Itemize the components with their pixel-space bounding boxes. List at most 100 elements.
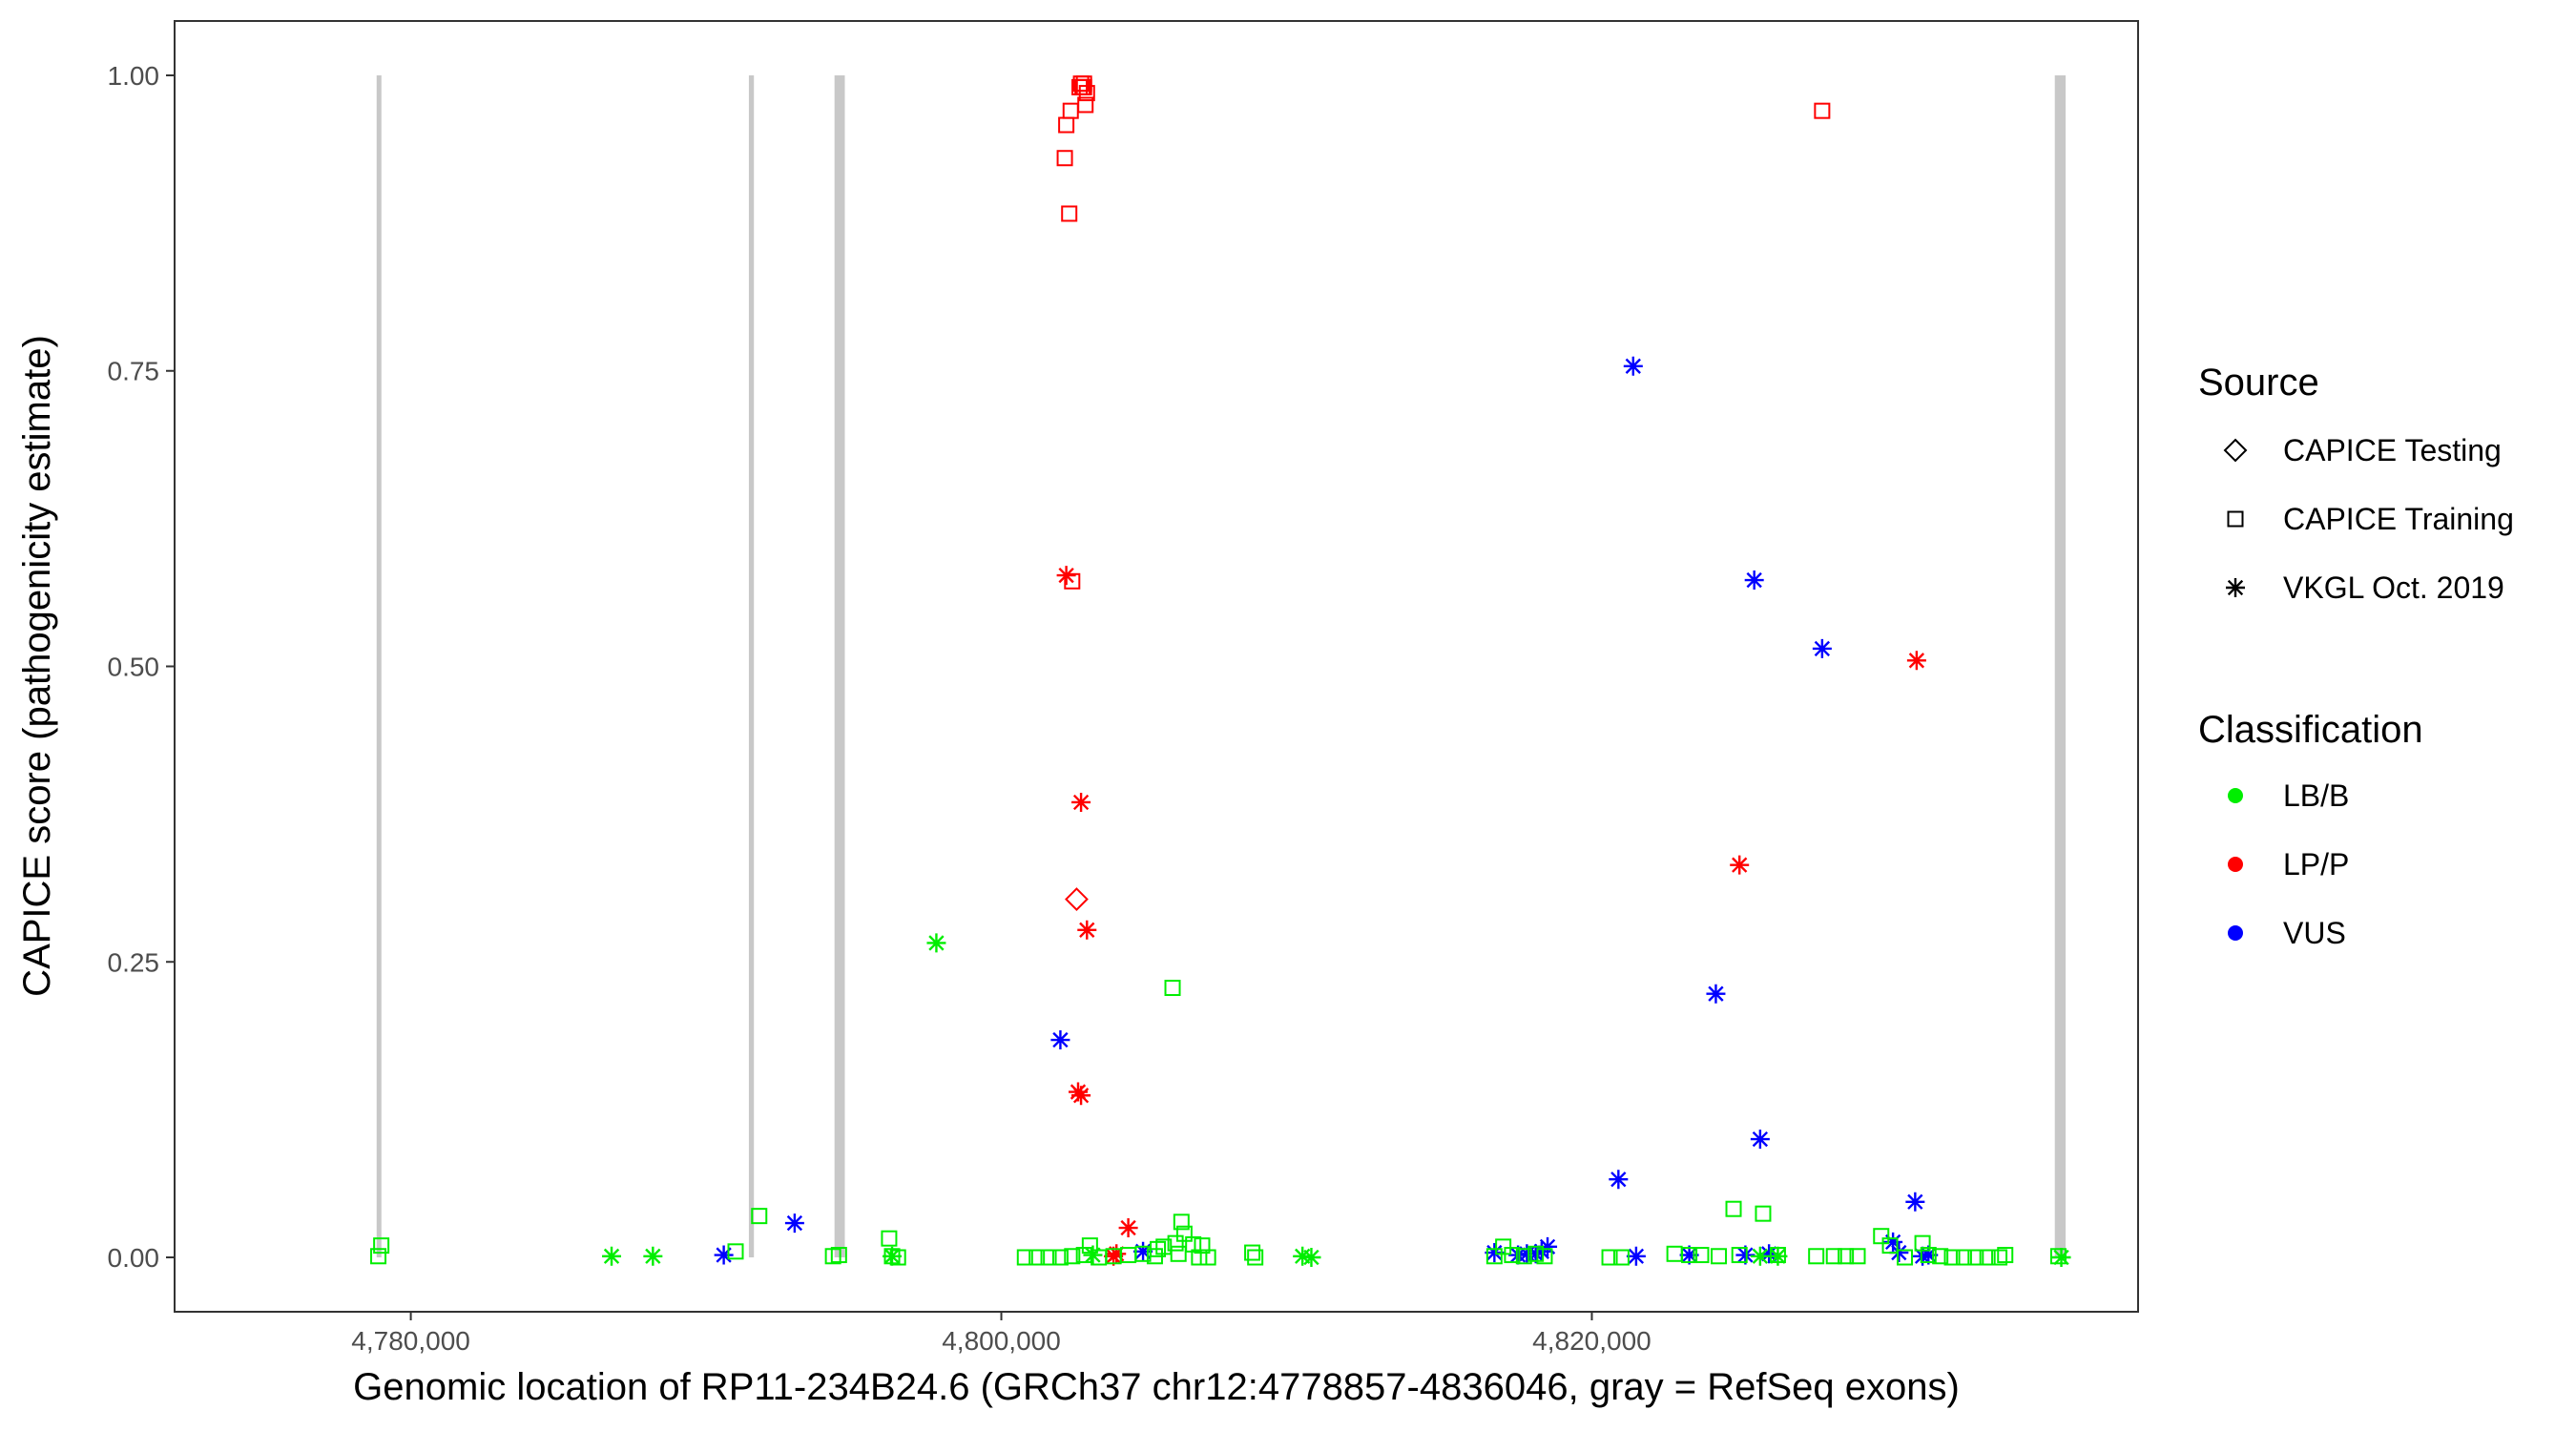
data-point (1071, 792, 1091, 812)
legend-key-asterisk (2226, 578, 2245, 597)
data-point (1731, 1247, 1748, 1264)
data-point (1050, 1030, 1070, 1050)
legend-title-classification: Classification (2198, 709, 2423, 751)
data-point (1016, 1249, 1033, 1266)
data-point (830, 1247, 847, 1264)
data-point (1626, 1246, 1646, 1266)
data-point (1750, 1130, 1770, 1150)
x-tick-label: 4,800,000 (942, 1326, 1061, 1356)
data-point (883, 1248, 901, 1265)
data-point (1711, 1248, 1728, 1265)
data-point (1083, 1245, 1103, 1265)
data-point (1612, 1249, 1630, 1266)
data-point (1485, 1243, 1505, 1263)
data-point (1906, 651, 1926, 671)
data-point (883, 1246, 903, 1266)
data-point (1920, 1247, 1937, 1264)
data-point (1527, 1245, 1545, 1262)
legend-key-dot (2228, 788, 2243, 803)
data-point (1808, 1248, 1825, 1265)
data-point (1897, 1249, 1914, 1266)
data-point (1967, 1249, 1984, 1266)
x-tick-label: 4,820,000 (1532, 1326, 1652, 1356)
legend-key-dot (2228, 857, 2243, 872)
exon-bar (748, 74, 755, 1258)
data-point (1133, 1241, 1153, 1261)
data-point (1955, 1249, 1972, 1266)
data-point (1943, 1249, 1961, 1266)
data-point (1504, 1247, 1521, 1264)
legend-class-items: LB/B LP/P VUS (2228, 778, 2349, 950)
legend-label: LB/B (2283, 778, 2349, 813)
data-point (1883, 1232, 1903, 1252)
legend-label: VUS (2283, 916, 2346, 950)
data-point (1536, 1248, 1553, 1265)
exon-bar (2054, 74, 2067, 1258)
legend-key-square (2227, 510, 2244, 528)
data-point (1191, 1249, 1208, 1266)
x-axis-title: Genomic location of RP11-234B24.6 (GRCh3… (353, 1366, 1960, 1408)
data-points (370, 75, 2071, 1268)
data-point (926, 933, 946, 953)
exon-bar (376, 74, 382, 1258)
data-point (1623, 356, 1643, 376)
data-point (2051, 1248, 2071, 1268)
data-point (1301, 1248, 1321, 1268)
legend-source-items: CAPICE Testing CAPICE Training VKGL Oct. 2… (2223, 433, 2514, 605)
data-point (1750, 1246, 1770, 1266)
data-point (1185, 1235, 1202, 1253)
y-tick-label: 0.00 (108, 1243, 160, 1273)
data-point (1979, 1249, 1996, 1266)
data-point (1164, 980, 1181, 997)
data-point (1706, 984, 1726, 1004)
x-tick-label: 4,780,000 (351, 1326, 470, 1356)
y-tick-label: 0.75 (108, 357, 160, 386)
legend-key-dot (2228, 925, 2243, 941)
data-point (370, 1248, 387, 1265)
data-point (1064, 572, 1081, 590)
data-point (1508, 1245, 1528, 1265)
data-point (1693, 1247, 1710, 1264)
data-point (1104, 1246, 1124, 1266)
data-point (1077, 920, 1097, 940)
data-point (1495, 1238, 1512, 1255)
data-point (1609, 1170, 1629, 1190)
y-axis-title: CAPICE score (pathogenicity estimate) (16, 335, 58, 997)
data-point (1679, 1245, 1699, 1265)
legend-key-diamond (2223, 438, 2248, 463)
data-point (1146, 1248, 1163, 1265)
data-point (1293, 1246, 1313, 1266)
data-point (373, 1237, 390, 1255)
y-tick-label: 0.50 (108, 653, 160, 682)
data-point (714, 1245, 734, 1265)
data-point (1058, 116, 1075, 134)
data-point (1735, 1245, 1755, 1265)
data-point (1666, 1245, 1683, 1262)
data-point (1170, 1245, 1187, 1262)
data-point (1932, 1248, 1949, 1265)
data-point (1173, 1213, 1190, 1231)
data-point (1881, 1237, 1899, 1255)
data-point (1681, 1247, 1698, 1264)
data-point (1768, 1246, 1788, 1266)
data-point (727, 1243, 744, 1260)
data-point (1838, 1248, 1855, 1265)
data-point (602, 1246, 622, 1266)
legend-label: VKGL Oct. 2019 (2283, 570, 2504, 605)
data-point (1849, 1248, 1866, 1265)
data-point (1061, 205, 1078, 222)
data-point (1075, 78, 1092, 95)
data-point (1769, 1247, 1786, 1264)
data-point (1538, 1236, 1558, 1256)
data-point (1071, 1086, 1091, 1106)
data-point (1997, 1247, 2014, 1264)
y-axis: 0.00 0.25 0.50 0.75 1.00 (108, 61, 175, 1273)
x-axis: 4,780,000 4,800,000 4,820,000 (351, 1312, 1652, 1356)
y-tick-label: 1.00 (108, 61, 160, 91)
data-point (1118, 1218, 1138, 1238)
exon-bar (834, 74, 845, 1258)
data-point (1725, 1200, 1742, 1217)
data-point (1485, 1248, 1503, 1265)
data-point (1526, 1244, 1546, 1264)
